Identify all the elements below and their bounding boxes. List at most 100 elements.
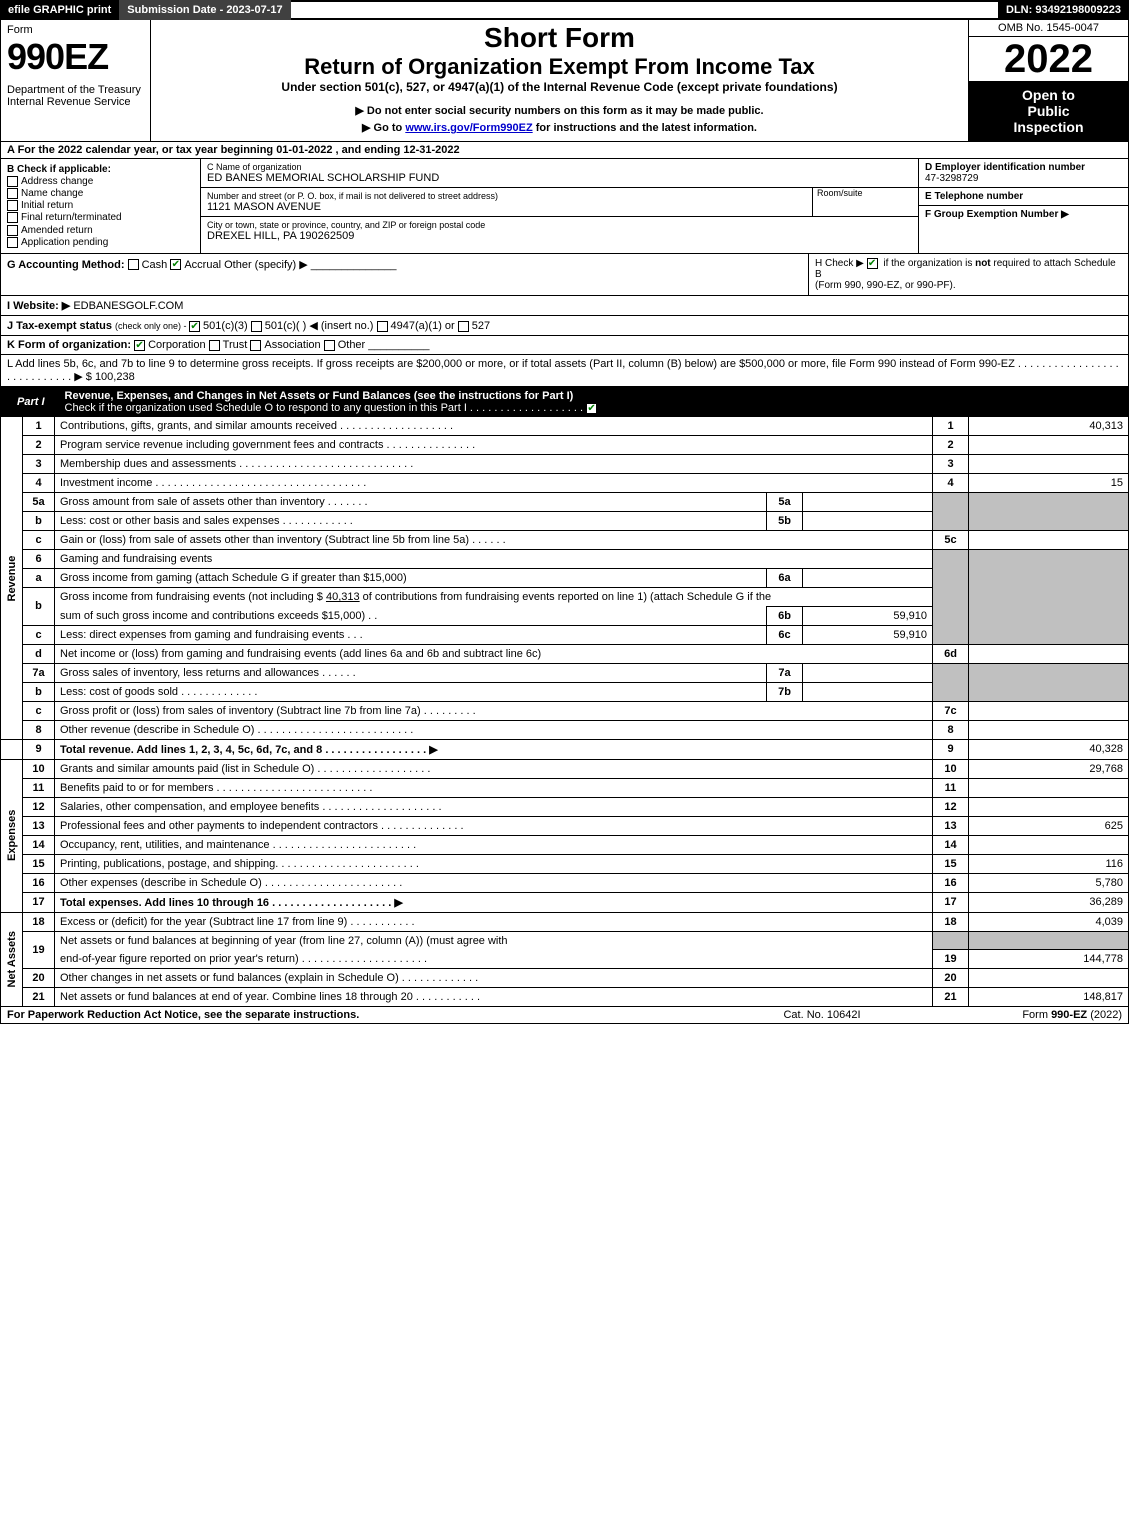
l8-rnum: 8	[933, 720, 969, 739]
l13-rnum: 13	[933, 816, 969, 835]
l7c-val	[969, 701, 1129, 720]
open-to-public: Open to Public Inspection	[969, 81, 1128, 141]
j-o1: 501(c)(3)	[203, 320, 248, 332]
l4-val: 15	[969, 473, 1129, 492]
l3-num: 3	[23, 454, 55, 473]
form-header: Form 990EZ Department of the Treasury In…	[0, 20, 1129, 142]
h-text4: (Form 990, 990-EZ, or 990-PF).	[815, 280, 1122, 291]
app-pending-checkbox[interactable]	[7, 237, 18, 248]
l5ab-grey-val	[969, 492, 1129, 530]
l10-rnum: 10	[933, 759, 969, 778]
l6a-num: a	[23, 568, 55, 587]
l6d-val	[969, 644, 1129, 663]
part1-title: Revenue, Expenses, and Changes in Net As…	[65, 390, 574, 402]
org-name-row: C Name of organization ED BANES MEMORIAL…	[201, 159, 918, 188]
irs-link[interactable]: www.irs.gov/Form990EZ	[405, 122, 532, 134]
l7ab-grey	[933, 663, 969, 701]
l5a-desc: Gross amount from sale of assets other t…	[55, 492, 767, 511]
header-center: Short Form Return of Organization Exempt…	[151, 20, 968, 141]
final-return-checkbox[interactable]	[7, 212, 18, 223]
l6a-sn: 6a	[767, 568, 803, 587]
l16-desc: Other expenses (describe in Schedule O) …	[55, 873, 933, 892]
j-4947-checkbox[interactable]	[377, 321, 388, 332]
l6b-desc1: Gross income from fundraising events (no…	[55, 587, 933, 606]
accrual-checkbox[interactable]	[170, 259, 181, 270]
open1: Open to	[971, 87, 1126, 103]
l21-rnum: 21	[933, 988, 969, 1007]
l9-rnum: 9	[933, 739, 969, 759]
l11-num: 11	[23, 778, 55, 797]
row-l-gross-receipts: L Add lines 5b, 6c, and 7b to line 9 to …	[0, 355, 1129, 387]
name-change-checkbox[interactable]	[7, 188, 18, 199]
l6c-sn: 6c	[767, 625, 803, 644]
k-other-checkbox[interactable]	[324, 340, 335, 351]
j-sub: (check only one) -	[115, 321, 189, 331]
l20-num: 20	[23, 969, 55, 988]
l13-num: 13	[23, 816, 55, 835]
l6a-sv	[803, 568, 933, 587]
l6b-sv: 59,910	[803, 606, 933, 625]
header-right: OMB No. 1545-0047 2022 Open to Public In…	[968, 20, 1128, 141]
l14-val	[969, 835, 1129, 854]
l1-desc: Contributions, gifts, grants, and simila…	[55, 417, 933, 436]
final-return-label: Final return/terminated	[21, 213, 122, 224]
l7c-desc: Gross profit or (loss) from sales of inv…	[55, 701, 933, 720]
j-501c3-checkbox[interactable]	[189, 321, 200, 332]
submission-date: Submission Date - 2023-07-17	[119, 0, 290, 20]
cash-checkbox[interactable]	[128, 259, 139, 270]
h-check: H Check ▶ if the organization is not req…	[808, 254, 1128, 295]
l1-val: 40,313	[969, 417, 1129, 436]
l17-num: 17	[23, 892, 55, 912]
k-assoc-checkbox[interactable]	[250, 340, 261, 351]
k-trust-checkbox[interactable]	[209, 340, 220, 351]
j-527-checkbox[interactable]	[458, 321, 469, 332]
l9-val: 40,328	[969, 739, 1129, 759]
initial-return-checkbox[interactable]	[7, 200, 18, 211]
g-accounting: G Accounting Method: Cash Accrual Other …	[1, 254, 808, 295]
l6b-num: b	[23, 587, 55, 625]
amended-return-checkbox[interactable]	[7, 225, 18, 236]
l19-grey	[933, 931, 969, 950]
d-ein: D Employer identification number 47-3298…	[919, 159, 1128, 188]
l14-num: 14	[23, 835, 55, 854]
f-label: F Group Exemption Number ▶	[925, 209, 1122, 220]
l6-num: 6	[23, 549, 55, 568]
l17-desc: Total expenses. Add lines 10 through 16 …	[55, 892, 933, 912]
dln: DLN: 93492198009223	[998, 0, 1129, 20]
l5b-sn: 5b	[767, 511, 803, 530]
l13-val: 625	[969, 816, 1129, 835]
footer-right: Form 990-EZ (2022)	[922, 1009, 1122, 1021]
instr-goto: ▶ Go to www.irs.gov/Form990EZ for instru…	[155, 119, 964, 136]
l5c-val	[969, 530, 1129, 549]
l18-num: 18	[23, 912, 55, 931]
l18-desc: Excess or (deficit) for the year (Subtra…	[55, 912, 933, 931]
header-left: Form 990EZ Department of the Treasury In…	[1, 20, 151, 141]
l12-rnum: 12	[933, 797, 969, 816]
l5c-rnum: 5c	[933, 530, 969, 549]
initial-return-label: Initial return	[21, 200, 73, 211]
part1-schedule-o-checkbox[interactable]	[586, 403, 597, 414]
room-label: Room/suite	[817, 188, 912, 198]
instr-no-ssn: ▶ Do not enter social security numbers o…	[155, 102, 964, 119]
l2-val	[969, 435, 1129, 454]
l7a-sv	[803, 663, 933, 682]
l19-num: 19	[23, 931, 55, 969]
l18-val: 4,039	[969, 912, 1129, 931]
open3: Inspection	[971, 119, 1126, 135]
d-label: D Employer identification number	[925, 162, 1122, 173]
part1-sub: Check if the organization used Schedule …	[65, 402, 601, 414]
l7c-rnum: 7c	[933, 701, 969, 720]
addr-change-checkbox[interactable]	[7, 176, 18, 187]
k-assoc: Association	[264, 339, 320, 351]
h-checkbox[interactable]	[867, 258, 878, 269]
l7b-sv	[803, 682, 933, 701]
name-change-label: Name change	[21, 188, 83, 199]
l5c-desc: Gain or (loss) from sale of assets other…	[55, 530, 933, 549]
l6-grey	[933, 549, 969, 644]
k-corp-checkbox[interactable]	[134, 340, 145, 351]
l5b-desc: Less: cost or other basis and sales expe…	[55, 511, 767, 530]
l3-desc: Membership dues and assessments . . . . …	[55, 454, 933, 473]
j-501c-checkbox[interactable]	[251, 321, 262, 332]
k-label: K Form of organization:	[7, 339, 131, 351]
city: DREXEL HILL, PA 190262509	[207, 230, 485, 242]
